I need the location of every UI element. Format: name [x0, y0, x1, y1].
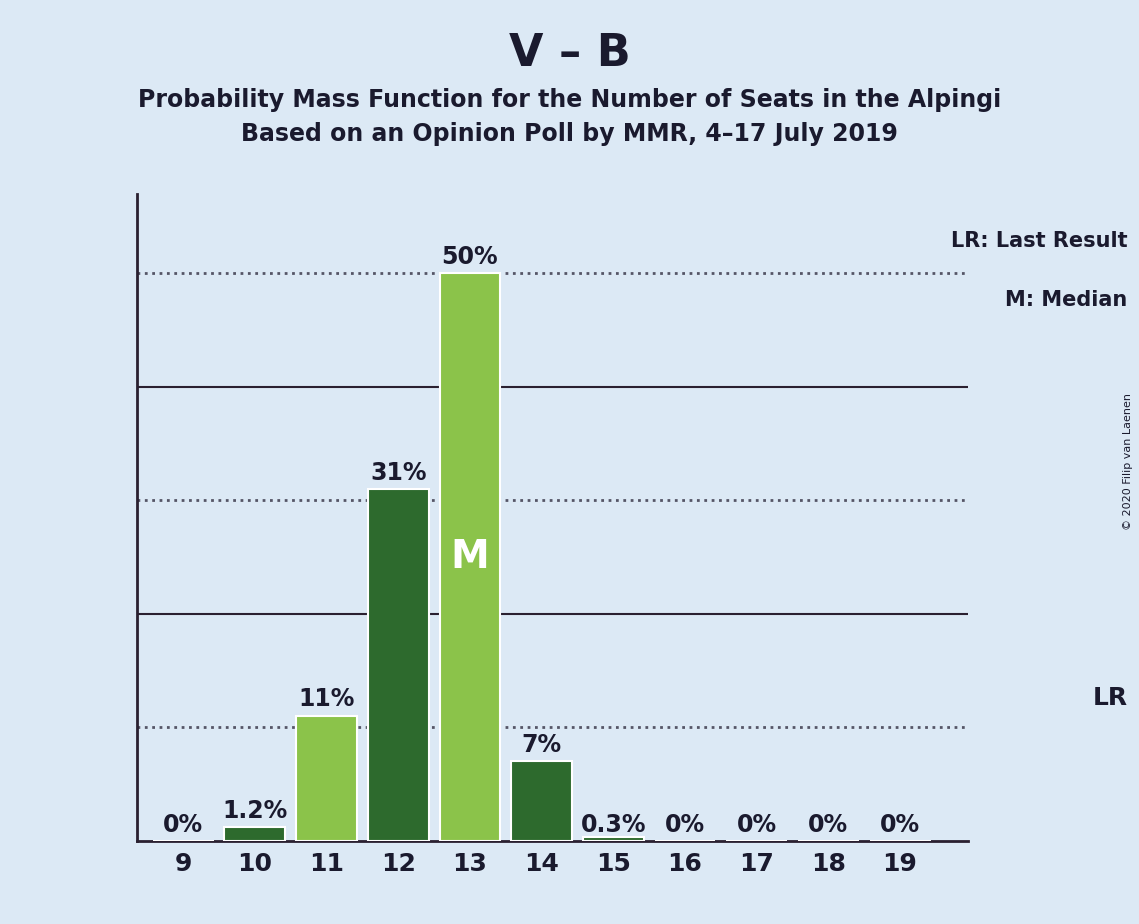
- Text: 0.3%: 0.3%: [581, 813, 646, 837]
- Bar: [224, 827, 286, 841]
- Text: M: M: [451, 538, 490, 577]
- Text: 0%: 0%: [665, 813, 705, 837]
- Text: 7%: 7%: [522, 733, 562, 757]
- Bar: [296, 716, 358, 841]
- Text: LR: LR: [1092, 687, 1128, 711]
- Text: 50%: 50%: [442, 245, 498, 269]
- Bar: [440, 274, 500, 841]
- Text: 1.2%: 1.2%: [222, 798, 287, 822]
- Text: 11%: 11%: [298, 687, 355, 711]
- Text: 0%: 0%: [809, 813, 849, 837]
- Bar: [511, 761, 572, 841]
- Text: V – B: V – B: [509, 32, 630, 76]
- Text: © 2020 Filip van Laenen: © 2020 Filip van Laenen: [1123, 394, 1133, 530]
- Text: 0%: 0%: [880, 813, 920, 837]
- Bar: [583, 837, 644, 841]
- Text: 31%: 31%: [370, 460, 427, 484]
- Text: M: Median: M: Median: [1006, 290, 1128, 310]
- Bar: [368, 489, 428, 841]
- Text: LR: Last Result: LR: Last Result: [951, 231, 1128, 250]
- Text: 0%: 0%: [163, 813, 204, 837]
- Text: Probability Mass Function for the Number of Seats in the Alpingi: Probability Mass Function for the Number…: [138, 88, 1001, 112]
- Text: 0%: 0%: [737, 813, 777, 837]
- Text: Based on an Opinion Poll by MMR, 4–17 July 2019: Based on an Opinion Poll by MMR, 4–17 Ju…: [241, 122, 898, 146]
